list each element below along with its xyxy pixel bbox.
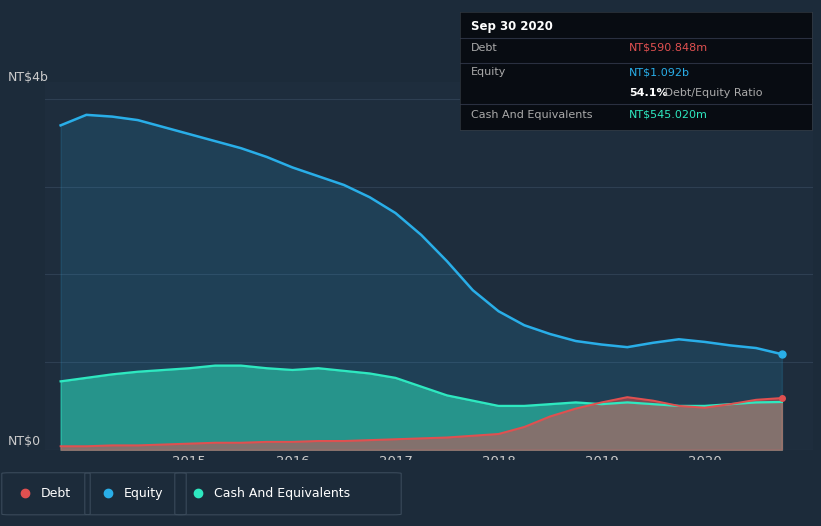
Text: NT$0: NT$0	[8, 435, 41, 448]
Text: Debt/Equity Ratio: Debt/Equity Ratio	[661, 87, 762, 97]
Text: NT$590.848m: NT$590.848m	[629, 43, 708, 53]
Text: NT$1.092b: NT$1.092b	[629, 67, 690, 77]
Text: Sep 30 2020: Sep 30 2020	[470, 21, 553, 33]
Text: Cash And Equivalents: Cash And Equivalents	[214, 487, 351, 500]
Text: Debt: Debt	[470, 43, 498, 53]
Text: Equity: Equity	[124, 487, 163, 500]
Text: Cash And Equivalents: Cash And Equivalents	[470, 110, 592, 120]
Text: Debt: Debt	[41, 487, 71, 500]
Text: Equity: Equity	[470, 67, 506, 77]
Text: 54.1%: 54.1%	[629, 87, 667, 97]
Text: NT$545.020m: NT$545.020m	[629, 110, 708, 120]
Text: NT$4b: NT$4b	[8, 71, 49, 84]
